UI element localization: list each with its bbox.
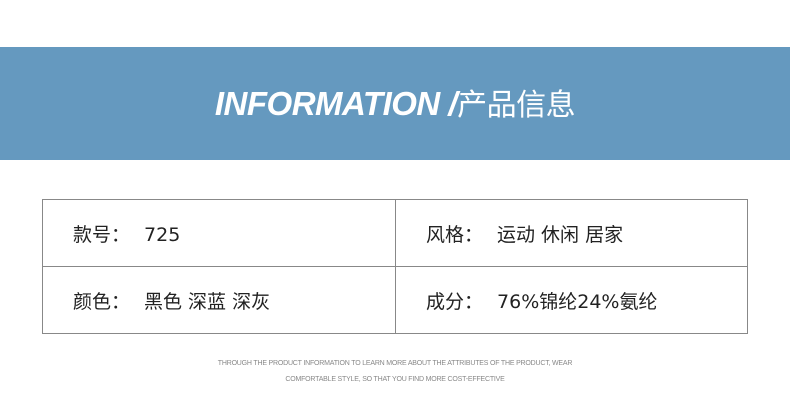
cell-label: 颜色： bbox=[73, 290, 131, 313]
cell-value: 76%锦纶24%氨纶 bbox=[497, 290, 658, 313]
cell-label: 风格： bbox=[426, 223, 484, 246]
table-row: 颜色： 黑色 深蓝 深灰 成分： 76%锦纶24%氨纶 bbox=[42, 266, 748, 334]
table-row: 款号： 725 风格： 运动 休闲 居家 bbox=[42, 199, 748, 267]
footer-line-2: COMFORTABLE STYLE, SO THAT YOU FIND MORE… bbox=[285, 376, 505, 383]
cell-value: 725 bbox=[144, 223, 181, 246]
footer-line-1: THROUGH THE PRODUCT INFORMATION TO LEARN… bbox=[217, 360, 573, 367]
title-cn: 产品信息 bbox=[457, 87, 576, 123]
info-table: 款号： 725 风格： 运动 休闲 居家 颜色： 黑色 深蓝 深灰 成分： 76%锦纶2… bbox=[42, 199, 748, 334]
header-banner: INFORMATION /产品信息 bbox=[0, 47, 790, 160]
cell-label: 成分： bbox=[426, 290, 484, 313]
table-cell-composition: 成分： 76%锦纶24%氨纶 bbox=[395, 266, 748, 334]
cell-label: 款号： bbox=[73, 223, 131, 246]
cell-value: 黑色 深蓝 深灰 bbox=[144, 290, 271, 313]
title-separator: / bbox=[439, 84, 458, 122]
table-cell-color: 颜色： 黑色 深蓝 深灰 bbox=[42, 266, 396, 334]
cell-value: 运动 休闲 居家 bbox=[497, 223, 624, 246]
table-cell-style: 风格： 运动 休闲 居家 bbox=[395, 199, 748, 267]
title-en: INFORMATION bbox=[214, 84, 440, 122]
page-title: INFORMATION /产品信息 bbox=[214, 80, 576, 124]
table-cell-style-number: 款号： 725 bbox=[42, 199, 396, 267]
